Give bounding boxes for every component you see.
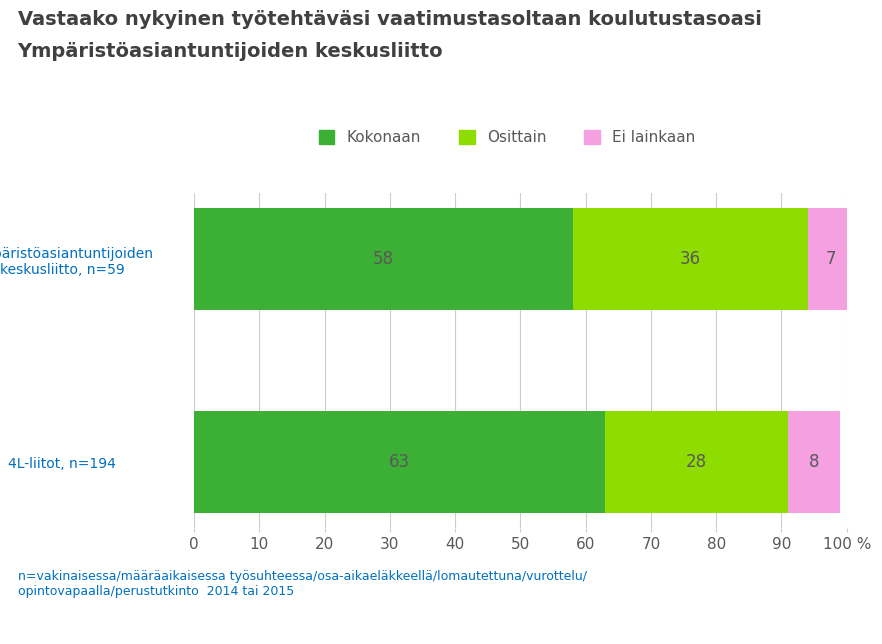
Text: 36: 36 <box>679 250 700 268</box>
Text: 28: 28 <box>686 453 707 471</box>
Bar <box>194 412 605 513</box>
Legend: Kokonaan, Osittain, Ei lainkaan: Kokonaan, Osittain, Ei lainkaan <box>319 130 695 146</box>
Text: 7: 7 <box>826 250 835 268</box>
Text: 8: 8 <box>809 453 819 471</box>
Bar <box>808 209 853 310</box>
Text: 63: 63 <box>389 453 410 471</box>
Bar <box>572 209 808 310</box>
Text: Vastaako nykyinen työtehtäväsi vaatimustasoltaan koulutustasoasi: Vastaako nykyinen työtehtäväsi vaatimust… <box>18 10 761 29</box>
Text: Ympäristöasiantuntijoiden keskusliitto: Ympäristöasiantuntijoiden keskusliitto <box>18 42 444 61</box>
Bar <box>788 412 841 513</box>
Bar <box>605 412 788 513</box>
Bar <box>194 209 572 310</box>
Text: 58: 58 <box>373 250 394 268</box>
Text: n=vakinaisessa/määräaikaisessa työsuhteessa/osa-aikaeläkkeellä/lomautettuna/vuro: n=vakinaisessa/määräaikaisessa työsuhtee… <box>18 570 587 598</box>
